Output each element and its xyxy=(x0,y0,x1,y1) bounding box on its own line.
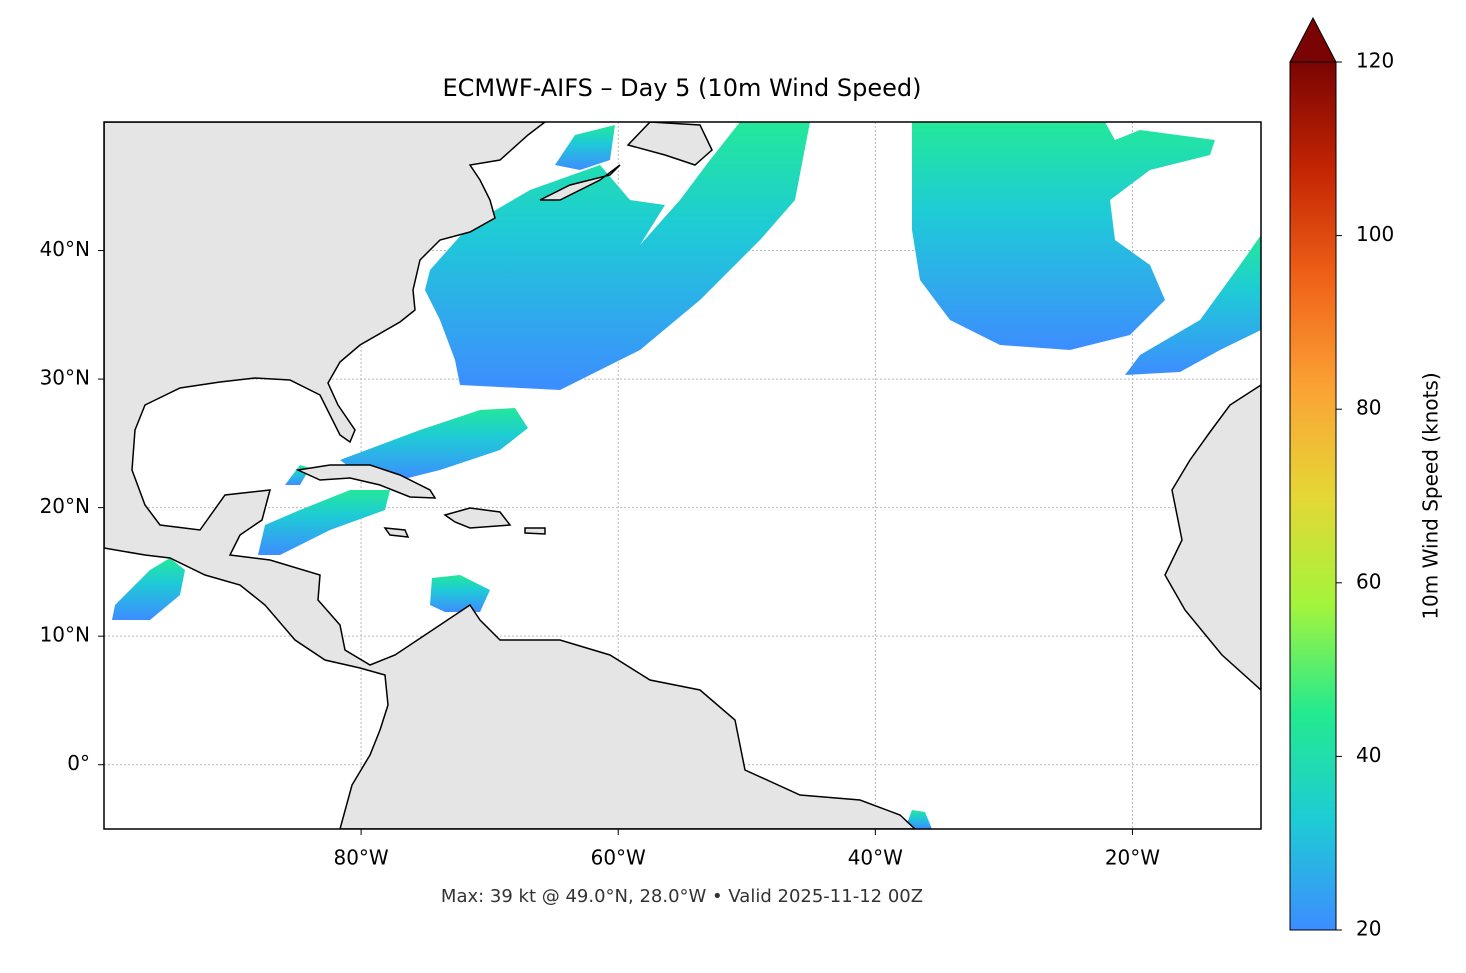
wind-area xyxy=(340,408,528,480)
colorbar: 20 40 60 80 100 120 10m Wind Speed (knots) xyxy=(1289,16,1443,941)
cuba xyxy=(295,464,437,499)
y-tick-label: 20°N xyxy=(40,494,90,518)
y-tick-label: 0° xyxy=(67,751,90,775)
footer-note: Max: 39 kt @ 49.0°N, 28.0°W • Valid 2025… xyxy=(441,886,923,907)
wind-area xyxy=(112,558,185,620)
nova-scotia xyxy=(539,164,621,201)
x-tick-label: 60°W xyxy=(591,846,646,870)
hispaniola xyxy=(443,507,512,529)
colorbar-tick-label: 60 xyxy=(1356,569,1381,593)
y-tick-label: 10°N xyxy=(40,623,90,647)
colorbar-tick-label: 40 xyxy=(1356,743,1381,767)
colorbar-scale xyxy=(1289,61,1337,931)
x-tick-label: 80°W xyxy=(333,846,388,870)
x-tick-label: 20°W xyxy=(1105,846,1160,870)
wind-area xyxy=(1125,235,1261,375)
land xyxy=(104,122,1261,829)
colorbar-tick-label: 20 xyxy=(1356,917,1381,941)
wind-area xyxy=(905,810,932,829)
newfoundland xyxy=(626,122,713,166)
colorbar-tick-label: 120 xyxy=(1356,49,1394,73)
wind-field xyxy=(112,122,1261,829)
plot-frame xyxy=(103,121,1262,830)
colorbar-tick-label: 80 xyxy=(1356,396,1381,420)
north-america xyxy=(104,122,917,829)
wind-area xyxy=(912,122,1215,350)
colorbar-label: 10m Wind Speed (knots) xyxy=(1419,372,1443,619)
x-tick-label: 40°W xyxy=(848,846,903,870)
wind-area xyxy=(258,490,390,555)
wind-area xyxy=(555,125,615,170)
wind-area xyxy=(430,575,490,612)
puerto-rico xyxy=(524,527,546,535)
colorbar-extend xyxy=(1289,16,1337,63)
map xyxy=(104,122,1261,829)
chart-title: ECMWF-AIFS – Day 5 (10m Wind Speed) xyxy=(442,74,921,102)
wind-area xyxy=(425,122,810,390)
africa xyxy=(1164,384,1261,692)
y-tick-label: 40°N xyxy=(40,237,90,261)
y-tick-label: 30°N xyxy=(40,366,90,390)
jamaica xyxy=(383,527,410,538)
axes: 80°W 60°W 40°W 20°W 0° 10°N 20°N 30°N 40°N xyxy=(40,237,1161,869)
colorbar-tick-label: 100 xyxy=(1356,222,1394,246)
